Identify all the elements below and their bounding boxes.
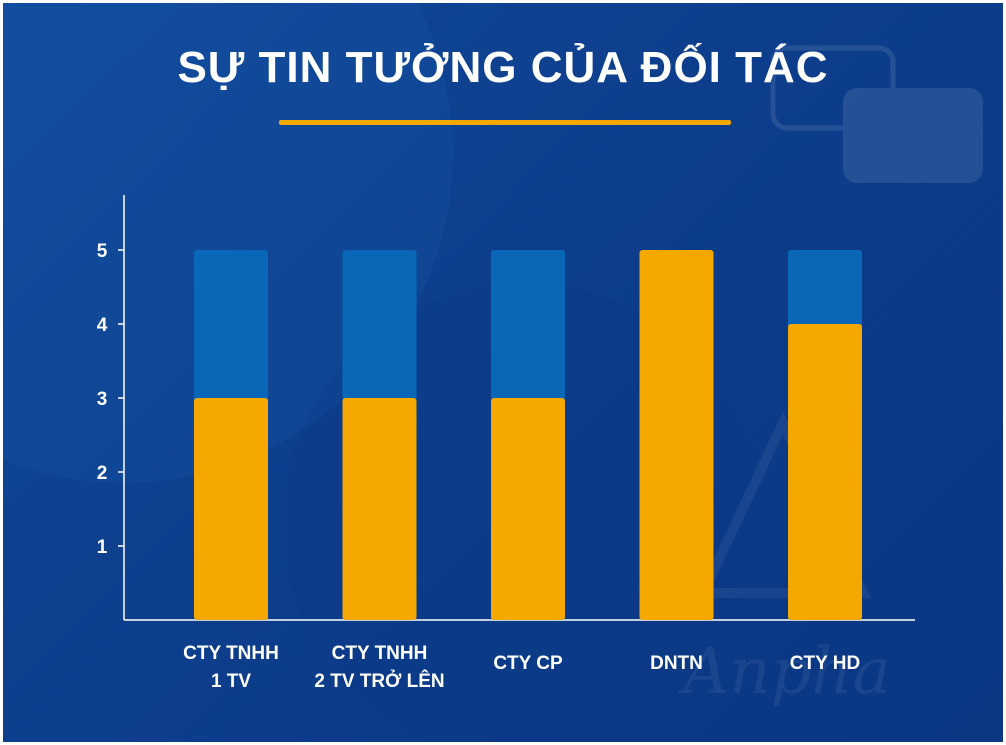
bar (788, 324, 862, 620)
x-category-label: CTY TNHH (332, 643, 428, 664)
infographic-frame: Anpha SỰ TIN TƯỞNG CỦA ĐỐI TÁC 1 2 3 4 5 CTY… (3, 3, 1003, 742)
y-tick-label: 1 (97, 537, 108, 558)
chart-labels: CTY TNHH 1 TV CTY TNHH 2 TV TRỞ LÊN CTY CP DN… (183, 643, 860, 692)
x-category-label: 1 TV (211, 671, 251, 692)
decor-chat-icon (770, 45, 983, 183)
bar (342, 398, 417, 620)
y-tick-label: 4 (97, 315, 108, 336)
x-category-label: CTY HD (790, 653, 860, 674)
title-underline (279, 120, 731, 125)
chart-title: SỰ TIN TƯỞNG CỦA ĐỐI TÁC (177, 43, 829, 92)
x-category-label: CTY TNHH (183, 643, 279, 664)
chart-bars (194, 250, 862, 620)
y-tick-label: 2 (97, 463, 108, 484)
bar (491, 398, 565, 620)
x-category-label: CTY CP (493, 653, 563, 674)
watermark-text: Anpha (678, 635, 891, 709)
y-tick-label: 3 (97, 389, 108, 410)
bar (194, 398, 268, 620)
x-category-label: 2 TV TRỞ LÊN (314, 670, 444, 692)
y-tick-label: 5 (97, 241, 108, 262)
x-category-label: DNTN (650, 653, 703, 674)
bar (639, 250, 714, 620)
